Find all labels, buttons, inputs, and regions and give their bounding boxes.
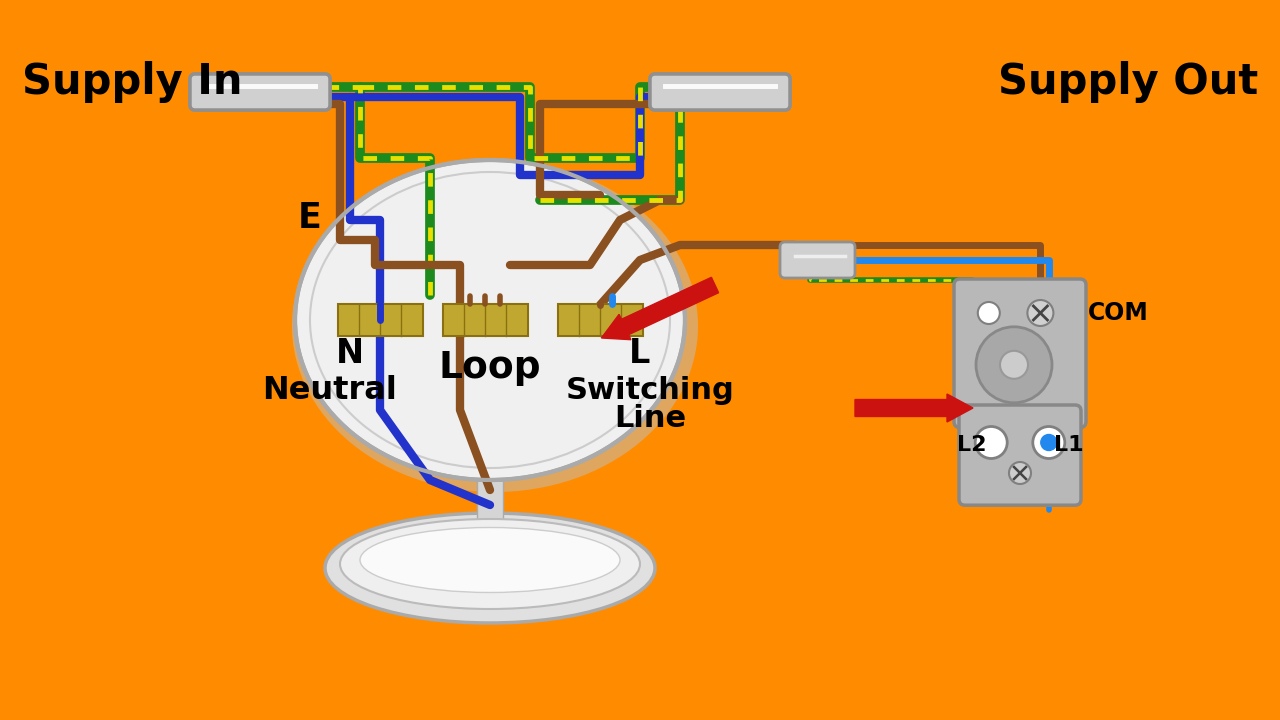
Text: L1: L1 [1053, 434, 1083, 454]
Text: E: E [298, 201, 321, 235]
FancyBboxPatch shape [650, 74, 790, 110]
Text: COM: COM [1088, 301, 1148, 325]
FancyBboxPatch shape [189, 74, 330, 110]
Text: Supply In: Supply In [22, 61, 242, 103]
Circle shape [978, 302, 1000, 324]
Text: Neutral: Neutral [262, 374, 397, 405]
Ellipse shape [325, 513, 655, 623]
Text: Loop: Loop [439, 350, 541, 386]
Circle shape [975, 426, 1007, 459]
Circle shape [977, 327, 1052, 402]
Bar [558, 304, 643, 336]
Bar [477, 472, 503, 530]
Text: L: L [630, 336, 650, 369]
FancyArrow shape [855, 394, 973, 422]
Ellipse shape [292, 160, 698, 492]
Text: N: N [335, 336, 364, 369]
Circle shape [1028, 300, 1053, 326]
FancyBboxPatch shape [189, 74, 330, 110]
Ellipse shape [340, 519, 640, 609]
Text: L2: L2 [956, 434, 986, 454]
Circle shape [1041, 434, 1057, 451]
Circle shape [1000, 351, 1028, 379]
FancyBboxPatch shape [650, 74, 790, 110]
Text: Line: Line [614, 403, 686, 433]
Ellipse shape [294, 160, 685, 480]
Text: Switching: Switching [566, 376, 735, 405]
FancyArrow shape [602, 277, 718, 340]
Circle shape [1033, 426, 1065, 459]
FancyBboxPatch shape [780, 242, 855, 278]
Text: Supply Out: Supply Out [997, 61, 1258, 103]
Bar [443, 304, 527, 336]
Ellipse shape [360, 528, 620, 593]
Circle shape [1009, 462, 1030, 484]
FancyBboxPatch shape [954, 279, 1085, 428]
FancyBboxPatch shape [959, 405, 1082, 505]
Bar [338, 304, 422, 336]
